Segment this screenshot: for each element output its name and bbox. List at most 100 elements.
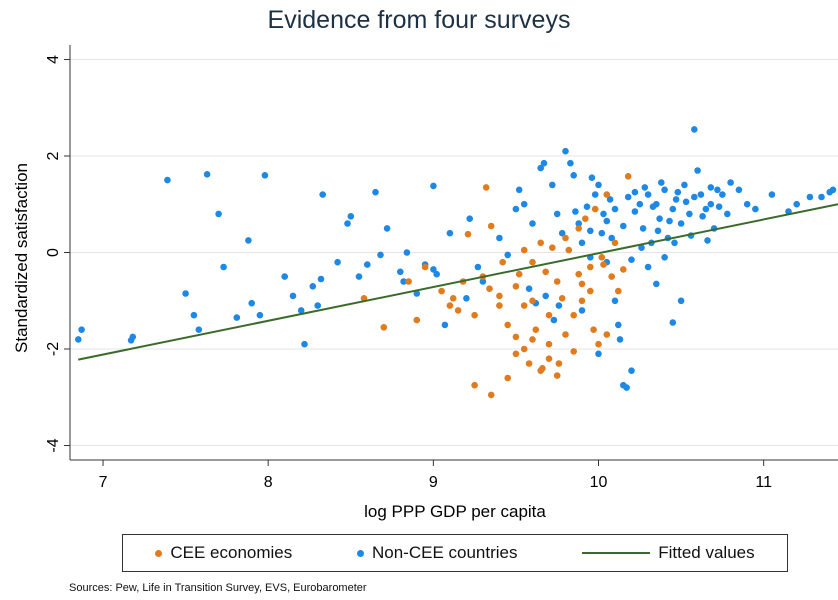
point-noncee xyxy=(446,229,454,237)
legend-noncee-label: Non-CEE countries xyxy=(371,543,518,562)
point-noncee xyxy=(644,263,652,271)
point-noncee xyxy=(704,237,711,244)
point-cee xyxy=(504,374,512,382)
point-cee xyxy=(545,311,553,319)
point-noncee xyxy=(641,184,649,191)
point-cee xyxy=(603,331,611,338)
point-noncee xyxy=(248,299,255,307)
point-noncee xyxy=(724,210,731,218)
point-noncee xyxy=(583,203,591,210)
point-noncee xyxy=(587,227,594,235)
point-noncee xyxy=(624,193,632,201)
point-noncee xyxy=(735,186,743,194)
point-noncee xyxy=(203,171,211,178)
point-cee xyxy=(529,258,536,266)
point-cee xyxy=(590,326,597,334)
point-cee xyxy=(537,239,544,247)
point-noncee xyxy=(164,176,171,184)
point-noncee xyxy=(567,159,574,167)
point-noncee xyxy=(707,200,715,208)
point-cee xyxy=(515,270,523,278)
y-tick-label: -2 xyxy=(45,342,62,356)
point-cee xyxy=(615,287,622,295)
point-noncee xyxy=(578,239,586,247)
point-noncee xyxy=(608,234,615,242)
point-noncee xyxy=(127,337,135,344)
point-noncee xyxy=(190,311,198,319)
point-noncee xyxy=(515,186,523,194)
point-cee xyxy=(446,302,454,309)
point-noncee xyxy=(699,213,706,220)
point-noncee xyxy=(591,191,599,198)
point-noncee xyxy=(572,208,579,215)
point-noncee xyxy=(694,167,701,174)
point-noncee xyxy=(334,258,341,266)
point-noncee xyxy=(433,270,441,278)
point-noncee xyxy=(620,222,627,230)
point-noncee xyxy=(686,210,693,218)
point-cee xyxy=(549,244,556,251)
point-cee xyxy=(520,345,528,353)
point-noncee xyxy=(245,237,252,244)
point-cee xyxy=(512,350,520,358)
point-noncee xyxy=(681,181,688,189)
point-noncee xyxy=(666,217,673,225)
point-noncee xyxy=(261,172,269,179)
point-noncee xyxy=(653,280,660,288)
point-cee xyxy=(496,292,503,300)
point-noncee xyxy=(638,244,645,251)
point-cee xyxy=(449,295,457,302)
point-noncee xyxy=(654,227,662,235)
axes: -4 -2 0 2 4 7 8 9 10 11 xyxy=(45,45,838,491)
point-cee xyxy=(587,263,594,271)
point-noncee xyxy=(78,326,85,334)
point-noncee xyxy=(215,210,222,218)
point-cee xyxy=(578,297,586,305)
point-cee xyxy=(591,205,599,213)
point-noncee xyxy=(553,210,561,218)
point-cee xyxy=(562,331,569,338)
point-noncee xyxy=(611,297,619,305)
x-tick-label: 8 xyxy=(264,474,273,491)
y-axis-label: Standardized satisfaction xyxy=(12,163,31,353)
point-noncee xyxy=(347,213,355,220)
point-noncee xyxy=(768,191,776,198)
point-cee xyxy=(570,348,577,355)
point-cee xyxy=(553,278,561,285)
point-noncee xyxy=(806,193,814,201)
point-noncee xyxy=(707,184,715,191)
point-noncee xyxy=(714,186,721,194)
point-cee xyxy=(539,365,546,372)
point-noncee xyxy=(743,200,751,208)
point-noncee xyxy=(615,321,622,329)
point-noncee xyxy=(474,263,482,271)
point-noncee xyxy=(220,263,227,271)
point-noncee xyxy=(598,229,606,237)
point-cee xyxy=(600,261,607,268)
point-noncee xyxy=(496,234,503,242)
point-cee xyxy=(565,246,573,254)
point-noncee xyxy=(595,181,602,189)
point-noncee xyxy=(479,278,487,285)
point-cee xyxy=(487,391,495,399)
point-cee xyxy=(529,297,536,305)
point-noncee xyxy=(623,384,630,391)
y-tick-label: 2 xyxy=(45,151,62,160)
point-noncee xyxy=(562,147,569,155)
point-noncee xyxy=(281,273,289,280)
legend-item-noncee: Non-CEE countries xyxy=(356,543,518,563)
fitted-line-group xyxy=(78,203,838,361)
legend: CEE economies Non-CEE countries Fitted v… xyxy=(122,534,788,572)
y-tick-label: 4 xyxy=(45,55,62,64)
point-noncee xyxy=(400,278,407,285)
point-cee xyxy=(512,333,520,341)
point-noncee xyxy=(550,316,558,324)
point-noncee xyxy=(636,200,644,208)
point-noncee xyxy=(182,290,189,297)
point-cee xyxy=(487,222,495,230)
point-noncee xyxy=(829,186,837,194)
point-cee xyxy=(545,355,553,363)
point-noncee xyxy=(628,367,635,375)
point-noncee xyxy=(818,193,825,201)
x-tick-label: 9 xyxy=(429,474,438,491)
